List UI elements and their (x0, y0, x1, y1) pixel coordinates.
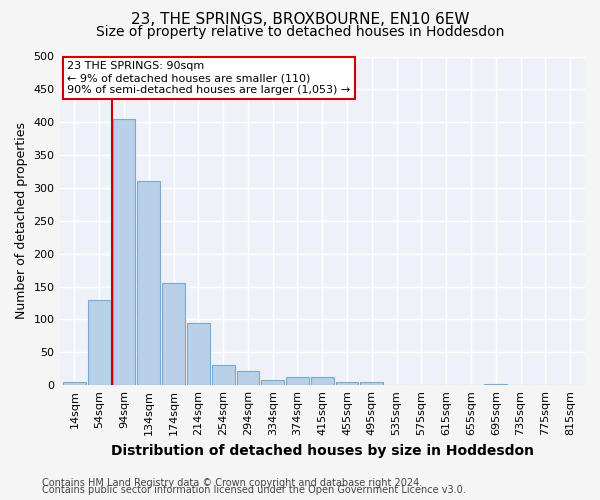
Text: 23 THE SPRINGS: 90sqm
← 9% of detached houses are smaller (110)
90% of semi-deta: 23 THE SPRINGS: 90sqm ← 9% of detached h… (67, 62, 350, 94)
Bar (335, 382, 358, 385)
Bar (162, 284, 185, 385)
Bar (212, 366, 235, 385)
Text: 23, THE SPRINGS, BROXBOURNE, EN10 6EW: 23, THE SPRINGS, BROXBOURNE, EN10 6EW (131, 12, 469, 28)
X-axis label: Distribution of detached houses by size in Hoddesdon: Distribution of detached houses by size … (111, 444, 534, 458)
Text: Contains public sector information licensed under the Open Government Licence v3: Contains public sector information licen… (42, 485, 466, 495)
Bar (361, 382, 383, 385)
Bar (484, 384, 507, 385)
Bar (187, 322, 210, 385)
Text: Size of property relative to detached houses in Hoddesdon: Size of property relative to detached ho… (96, 25, 504, 39)
Y-axis label: Number of detached properties: Number of detached properties (15, 122, 28, 320)
Bar (286, 378, 309, 385)
Text: Contains HM Land Registry data © Crown copyright and database right 2024.: Contains HM Land Registry data © Crown c… (42, 478, 422, 488)
Bar (137, 182, 160, 385)
Bar (261, 380, 284, 385)
Bar (236, 370, 259, 385)
Bar (113, 119, 136, 385)
Bar (63, 382, 86, 385)
Bar (311, 376, 334, 385)
Bar (88, 300, 110, 385)
